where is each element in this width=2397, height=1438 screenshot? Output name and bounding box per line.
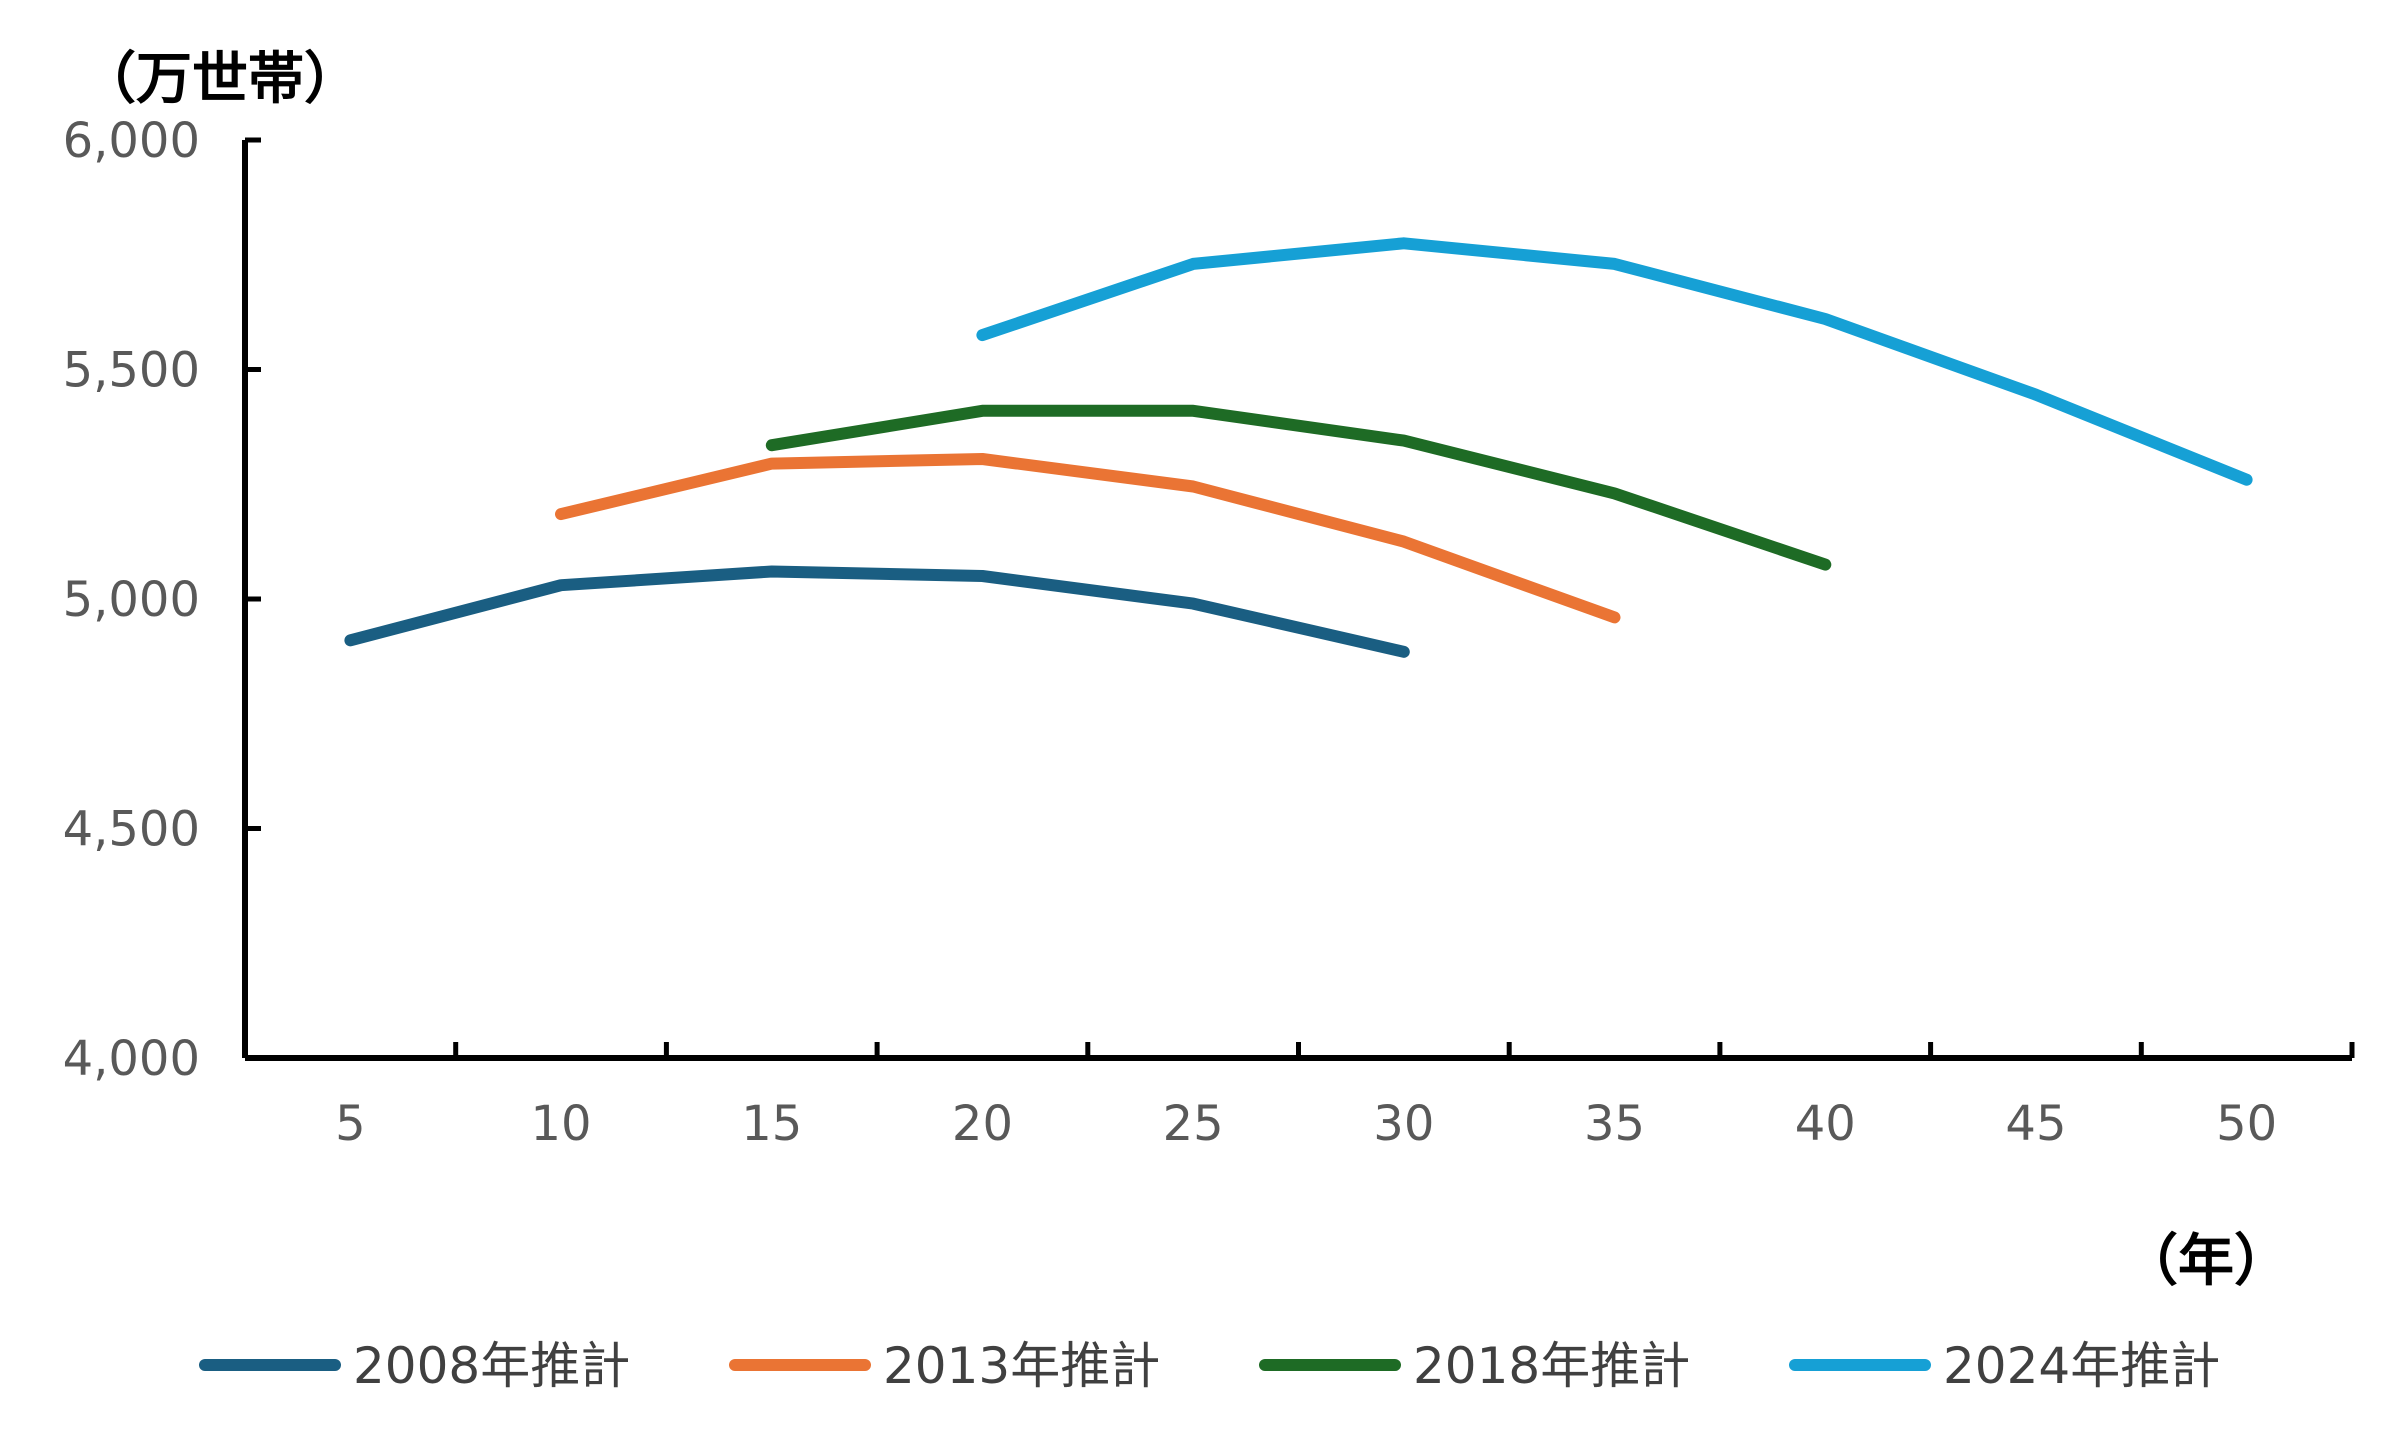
series-line — [976, 237, 2253, 486]
x-tick-label: 10 — [531, 1096, 592, 1152]
series-line — [765, 404, 1832, 571]
x-tick-label: 15 — [741, 1096, 802, 1152]
y-axis: 4,000 4,500 5,000 5,500 6,000 — [63, 113, 261, 1087]
x-tick-label: 35 — [1584, 1096, 1645, 1152]
y-unit-label: （万世帯） — [80, 47, 360, 112]
series-line — [555, 453, 1621, 624]
x-tick-label: 5 — [335, 1096, 366, 1152]
x-unit-label: （年） — [2122, 1229, 2290, 1294]
x-tick-label: 50 — [2216, 1096, 2277, 1152]
x-tick-label: 45 — [2005, 1096, 2066, 1152]
x-tick-label: 25 — [1163, 1096, 1224, 1152]
x-tick-label: 30 — [1373, 1096, 1434, 1152]
x-tick-label: 20 — [952, 1096, 1013, 1152]
y-tick-label: 5,000 — [63, 572, 200, 628]
x-tick-label: 40 — [1795, 1096, 1856, 1152]
legend-label: 2013年推計 — [883, 1337, 1160, 1395]
y-tick-label: 4,500 — [63, 802, 200, 858]
series-line — [344, 565, 1410, 658]
y-tick-label: 4,000 — [63, 1031, 200, 1087]
legend-label: 2018年推計 — [1413, 1337, 1690, 1395]
legend-label: 2008年推計 — [353, 1337, 630, 1395]
series-lines — [344, 237, 2253, 658]
y-tick-label: 5,500 — [63, 343, 200, 399]
y-tick-label: 6,000 — [63, 113, 200, 169]
x-axis: 5 10 15 20 25 30 35 40 45 50 — [242, 1042, 2355, 1152]
legend-label: 2024年推計 — [1943, 1337, 2220, 1395]
legend: 2008年推計 2013年推計 2018年推計 2024年推計 — [199, 1337, 2220, 1395]
